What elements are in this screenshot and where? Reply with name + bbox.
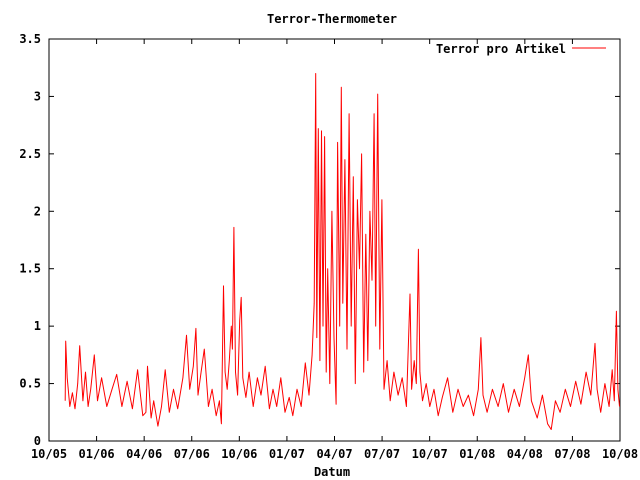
series-line: [64, 73, 620, 430]
x-tick-label: 10/07: [412, 447, 448, 461]
y-tick-label: 3: [34, 89, 41, 103]
x-tick-label: 07/06: [174, 447, 210, 461]
x-axis-label: Datum: [314, 465, 350, 479]
plot-frame: [48, 38, 621, 442]
x-tick-label: 10/06: [221, 447, 257, 461]
x-tick-label: 01/08: [459, 447, 495, 461]
x-tick-label: 04/06: [126, 447, 162, 461]
x-axis: 10/05 01/06 04/06 07/06 10/06 01/07 04/07 07/07…: [31, 39, 638, 461]
x-tick-label: 07/07: [364, 447, 400, 461]
y-tick-label: 1: [34, 319, 41, 333]
x-tick-label: 01/06: [79, 447, 115, 461]
y-tick-label: 2: [34, 204, 41, 218]
legend: Terror pro Artikel: [436, 42, 606, 56]
x-tick-label: 07/08: [554, 447, 590, 461]
y-tick-label: 1.5: [19, 262, 41, 276]
x-tick-label: 01/07: [269, 447, 305, 461]
y-axis: 0 0.5 1 1.5 2 2.5 3 3.5: [19, 32, 620, 448]
y-tick-label: 3.5: [19, 32, 41, 46]
y-tick-label: 0: [34, 434, 41, 448]
legend-label: Terror pro Artikel: [436, 42, 566, 56]
x-tick-label: 04/07: [316, 447, 352, 461]
y-tick-label: 0.5: [19, 377, 41, 391]
chart-title: Terror-Thermometer: [267, 12, 397, 26]
x-tick-label: 04/08: [507, 447, 543, 461]
x-tick-label: 10/08: [602, 447, 638, 461]
x-tick-label: 10/05: [31, 447, 67, 461]
y-tick-label: 2.5: [19, 147, 41, 161]
series-group: [64, 73, 620, 430]
